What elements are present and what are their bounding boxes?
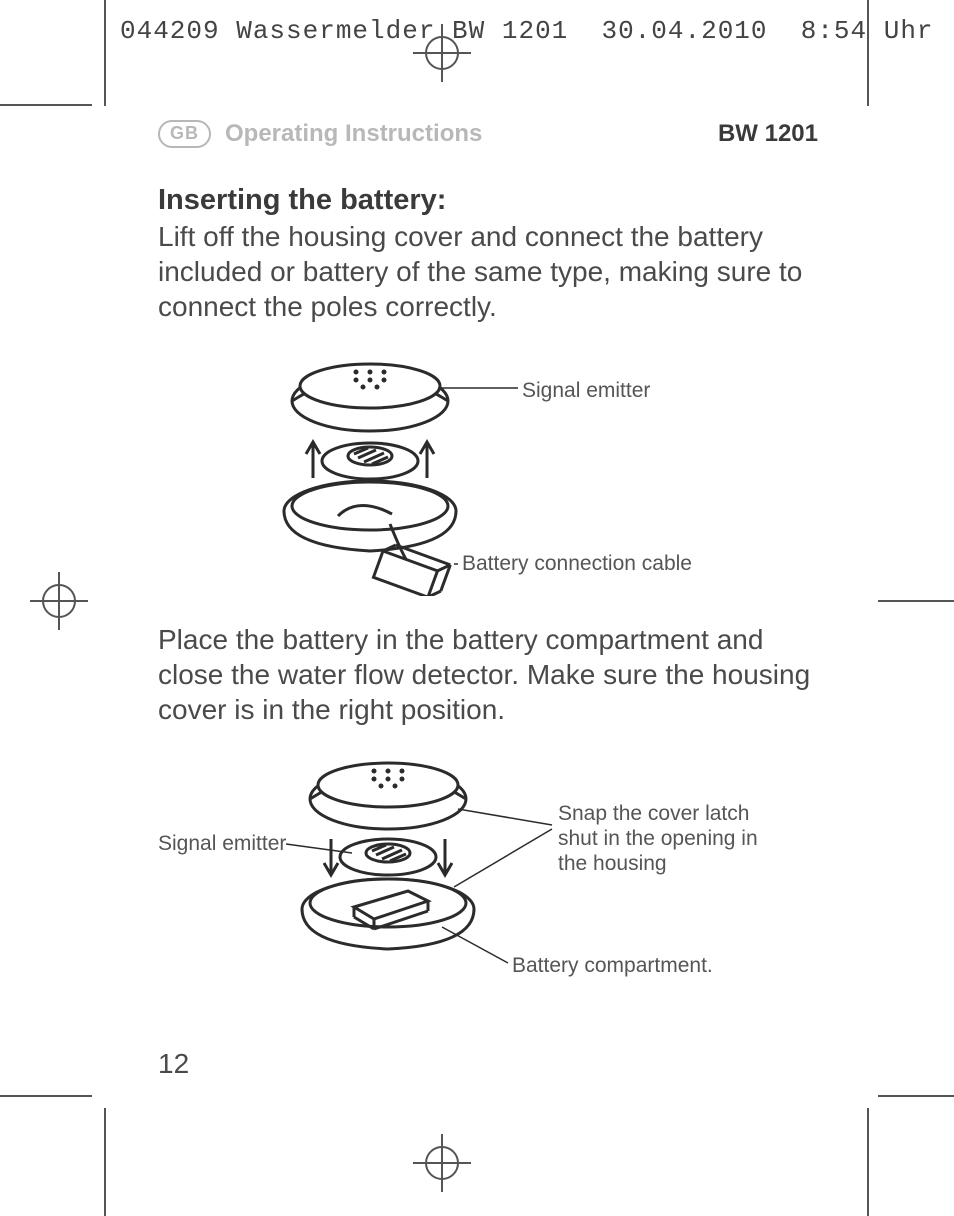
paragraph-1: Lift off the housing cover and connect t… — [158, 219, 818, 324]
crop-mark — [0, 104, 92, 106]
section-title: Inserting the battery: — [158, 184, 818, 217]
label-signal-emitter-2: Signal emitter — [158, 831, 286, 856]
print-header: 044209 Wassermelder BW 1201 30.04.2010 8… — [120, 16, 934, 46]
paragraph-2: Place the battery in the battery compart… — [158, 622, 818, 727]
registration-mark-icon — [30, 572, 88, 630]
label-battery-compartment: Battery compartment. — [512, 953, 713, 978]
page-number: 12 — [158, 1048, 189, 1080]
label-battery-cable: Battery connection cable — [462, 551, 692, 576]
registration-mark-icon — [413, 24, 471, 82]
crop-mark — [878, 600, 954, 602]
crop-mark — [867, 0, 869, 106]
figure-2: Signal emitter Snap the cover latch shut… — [158, 749, 818, 989]
model-number: BW 1201 — [718, 120, 818, 148]
crop-mark — [104, 1108, 106, 1216]
crop-mark — [0, 1095, 92, 1097]
page-header: GB Operating Instructions BW 1201 — [158, 120, 818, 148]
language-badge: GB — [158, 120, 211, 148]
page-content: GB Operating Instructions BW 1201 Insert… — [158, 120, 818, 1015]
label-signal-emitter: Signal emitter — [522, 378, 650, 403]
crop-mark — [878, 1095, 954, 1097]
header-title: Operating Instructions — [225, 120, 704, 148]
crop-mark — [104, 0, 106, 106]
label-snap-cover: Snap the cover latch shut in the opening… — [558, 801, 778, 877]
figure-1: Signal emitter Battery connection cable — [158, 346, 818, 596]
registration-mark-icon — [413, 1134, 471, 1192]
crop-mark — [867, 1108, 869, 1216]
